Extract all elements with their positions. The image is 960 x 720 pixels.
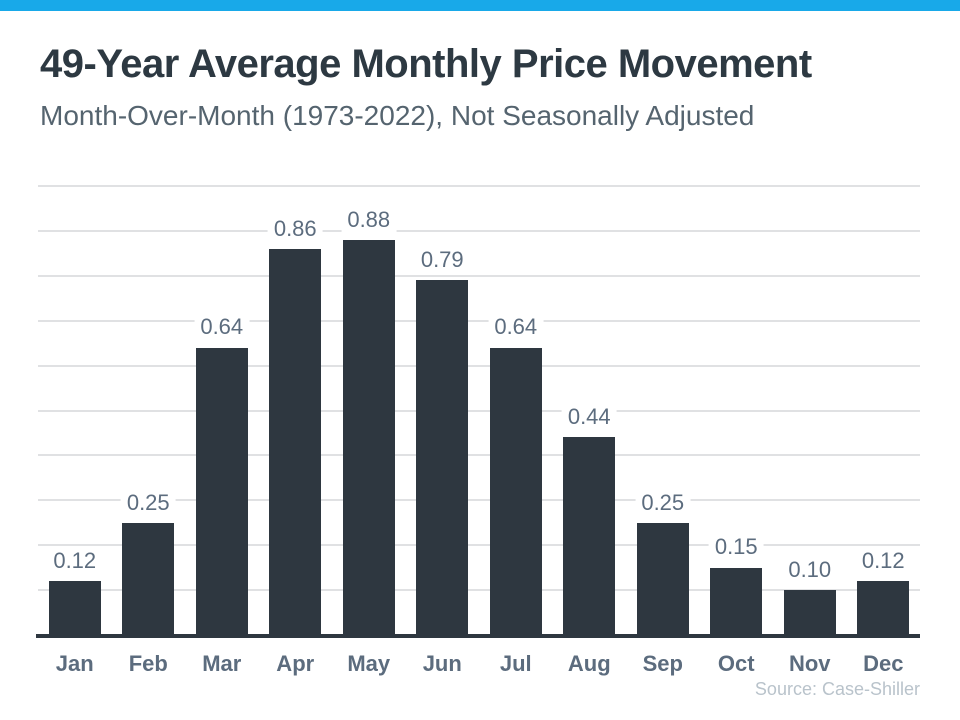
value-label-mar: 0.64: [194, 315, 250, 340]
bar-apr: [269, 248, 322, 635]
bar-feb: [122, 522, 175, 635]
value-label-jul: 0.64: [488, 315, 544, 340]
chart-subtitle: Month-Over-Month (1973-2022), Not Season…: [40, 100, 755, 131]
x-tick-label-jul: Jul: [499, 651, 532, 676]
x-tick-label-apr: Apr: [276, 651, 315, 676]
chart-title: 49-Year Average Monthly Price Movement: [40, 42, 812, 86]
x-tick-label-may: May: [347, 651, 391, 676]
gridline: [38, 409, 920, 412]
gridline: [38, 319, 920, 322]
value-label-may: 0.88: [341, 207, 397, 232]
x-tick-label-mar: Mar: [202, 651, 242, 676]
x-tick-label-nov: Nov: [788, 651, 831, 676]
value-label-dec: 0.12: [855, 548, 911, 574]
value-label-jun: 0.79: [414, 247, 470, 273]
bar-aug: [563, 437, 616, 635]
gridline: [38, 229, 920, 232]
gridline: [38, 544, 920, 547]
value-label-aug: 0.44: [561, 405, 617, 430]
gridline: [38, 454, 920, 457]
value-label-oct: 0.15: [708, 535, 764, 560]
top-accent-bar: [0, 0, 960, 11]
value-label-feb: 0.25: [120, 490, 176, 515]
x-tick-label-dec: Dec: [863, 651, 904, 676]
value-label-apr: 0.86: [267, 216, 323, 241]
gridline: [38, 185, 920, 187]
x-tick-label-jun: Jun: [422, 651, 462, 676]
bar-may: [342, 239, 395, 635]
bar-jul: [489, 347, 542, 635]
gridline: [38, 364, 920, 367]
bar-oct: [710, 567, 763, 635]
gridline: [38, 589, 920, 592]
x-tick-label-feb: Feb: [128, 651, 168, 676]
value-label-jan: 0.12: [47, 548, 103, 574]
source-credit: Source: Case-Shiller: [754, 679, 920, 699]
x-tick-label-aug: Aug: [567, 651, 611, 676]
value-label-nov: 0.10: [782, 557, 838, 583]
bar-mar: [195, 347, 248, 635]
x-tick-label-oct: Oct: [717, 651, 755, 676]
bar-sep: [636, 522, 689, 635]
bar-dec: [857, 581, 910, 635]
bar-nov: [783, 590, 836, 635]
bar-jun: [416, 280, 469, 635]
bar-jan: [48, 581, 101, 635]
gridline: [38, 274, 920, 277]
value-label-sep: 0.25: [635, 490, 691, 515]
x-tick-label-sep: Sep: [642, 651, 683, 676]
x-axis-line: [36, 634, 920, 638]
x-tick-label-jan: Jan: [55, 651, 94, 676]
plot-area: 0.12 Jan 0.25 Feb 0.64 Mar 0.86 Apr 0.88 May 0.79 J…: [36, 185, 920, 676]
gridline: [38, 499, 920, 502]
